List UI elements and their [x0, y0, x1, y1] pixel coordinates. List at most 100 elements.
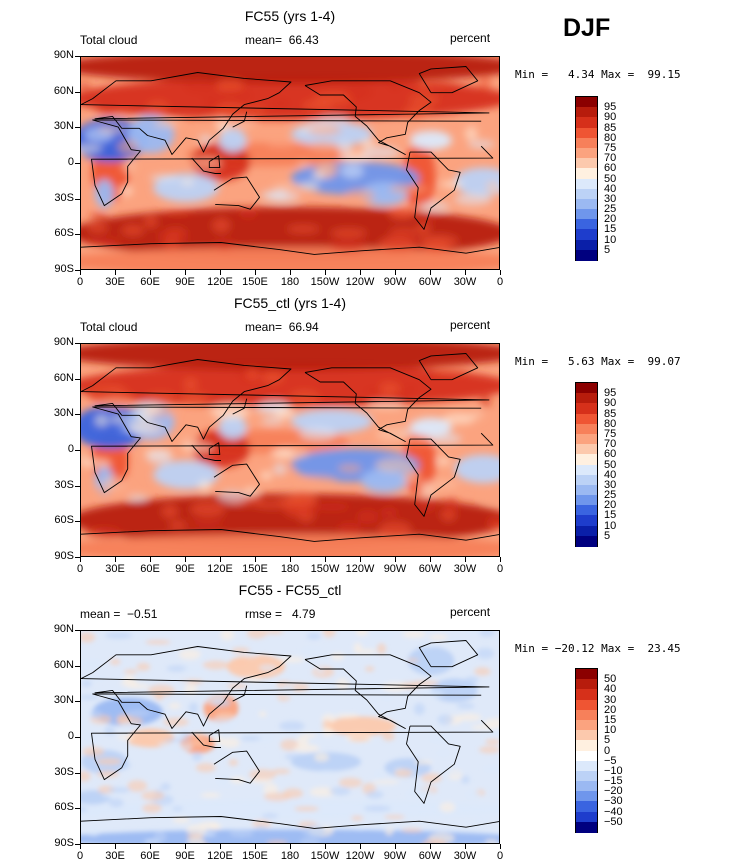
colorbar [575, 668, 598, 833]
map-plot [80, 56, 500, 270]
colorbar-label: 40 [604, 182, 617, 195]
x-tick [290, 844, 291, 849]
coastline [91, 406, 494, 494]
y-tick [75, 772, 80, 774]
y-tick-label: 0 [67, 730, 74, 742]
contour-region [137, 403, 162, 415]
contour-region [291, 752, 361, 772]
coastline [208, 442, 221, 456]
contour-region [260, 190, 289, 201]
colorbar-label: 75 [604, 141, 617, 154]
contour-region [220, 91, 256, 101]
x-tick-label: 90W [383, 850, 407, 862]
colorbar-label: 30 [604, 478, 617, 491]
contour-region [127, 780, 148, 792]
x-tick [185, 270, 186, 275]
center-label: mean= 66.94 [245, 320, 319, 334]
contour-region [164, 737, 192, 743]
colorbar-label: 5 [604, 243, 611, 256]
x-tick-label: 180 [280, 276, 300, 288]
colorbar-swatch [576, 209, 597, 220]
contour-region [487, 515, 499, 529]
contour-region [273, 462, 287, 476]
center-label: rmse = 4.79 [245, 607, 316, 621]
contour-region [401, 828, 423, 833]
contour-region [153, 831, 167, 843]
contour-region [438, 685, 455, 694]
coastline [91, 119, 494, 207]
x-tick [360, 557, 361, 562]
contour-region [462, 115, 489, 124]
contour-region [284, 753, 308, 761]
contour-region [436, 457, 451, 466]
contour-region [374, 457, 415, 473]
colorbar-label: 20 [604, 499, 617, 512]
x-tick-label: 0 [76, 850, 84, 862]
contour-region [81, 799, 499, 819]
coastline [232, 111, 248, 128]
contour-region [81, 632, 96, 643]
contour-region [282, 504, 320, 516]
y-tick [75, 270, 80, 271]
contour-region [146, 450, 173, 465]
contour-region [124, 675, 135, 682]
x-tick [500, 270, 501, 275]
contour-region [258, 711, 267, 717]
contour-region [354, 824, 365, 831]
colorbar-swatch [576, 413, 597, 425]
y-tick [75, 485, 80, 487]
contour-region [171, 743, 193, 752]
x-tick [220, 270, 221, 275]
contour-region [429, 634, 448, 641]
contour-region [379, 693, 395, 700]
colorbar-swatch [576, 730, 597, 741]
contour-region [188, 702, 199, 714]
contour-region [95, 100, 119, 116]
contour-region [117, 139, 139, 155]
left-label: Total cloud [80, 33, 138, 47]
colorbar-swatch [576, 198, 597, 210]
contour-region [272, 768, 291, 775]
contour-region [81, 458, 112, 469]
colorbar-swatch [576, 97, 597, 108]
contour-region [481, 493, 499, 503]
x-tick-label: 90W [383, 276, 407, 288]
contour-region [337, 464, 362, 473]
x-tick-label: 60W [418, 850, 442, 862]
contour-region [128, 494, 148, 502]
x-tick-label: 90W [383, 563, 407, 575]
contour-region [418, 234, 459, 249]
contour-region [314, 502, 351, 511]
contour-region [404, 436, 437, 445]
y-tick [75, 414, 80, 416]
contour-region [109, 658, 121, 666]
contour-region [259, 664, 277, 672]
panel-title: FC55 (yrs 1-4) [244, 8, 336, 24]
contour-field [81, 344, 499, 556]
contour-region [218, 128, 247, 153]
contour-region [322, 631, 336, 638]
x-tick [325, 844, 326, 849]
contour-region [307, 124, 342, 136]
contour-region [474, 667, 491, 676]
x-tick-label: 120W [345, 563, 375, 575]
contour-region [260, 470, 273, 481]
contour-region [262, 370, 284, 384]
contour-region [473, 816, 491, 822]
contour-region [349, 735, 370, 742]
contour-region [269, 97, 292, 109]
contour-region [367, 400, 404, 409]
contour-region [318, 770, 337, 775]
colorbar-swatch [576, 709, 597, 721]
contour-region [128, 739, 156, 747]
colorbar-label: 10 [604, 233, 617, 246]
contour-region [154, 119, 181, 128]
contour-region [374, 769, 385, 781]
contour-region [331, 652, 345, 661]
colorbar [575, 96, 598, 261]
contour-region [143, 215, 158, 228]
contour-region [298, 475, 337, 483]
contour-region [296, 161, 311, 168]
x-tick-label: 180 [280, 850, 300, 862]
y-tick [75, 844, 80, 845]
